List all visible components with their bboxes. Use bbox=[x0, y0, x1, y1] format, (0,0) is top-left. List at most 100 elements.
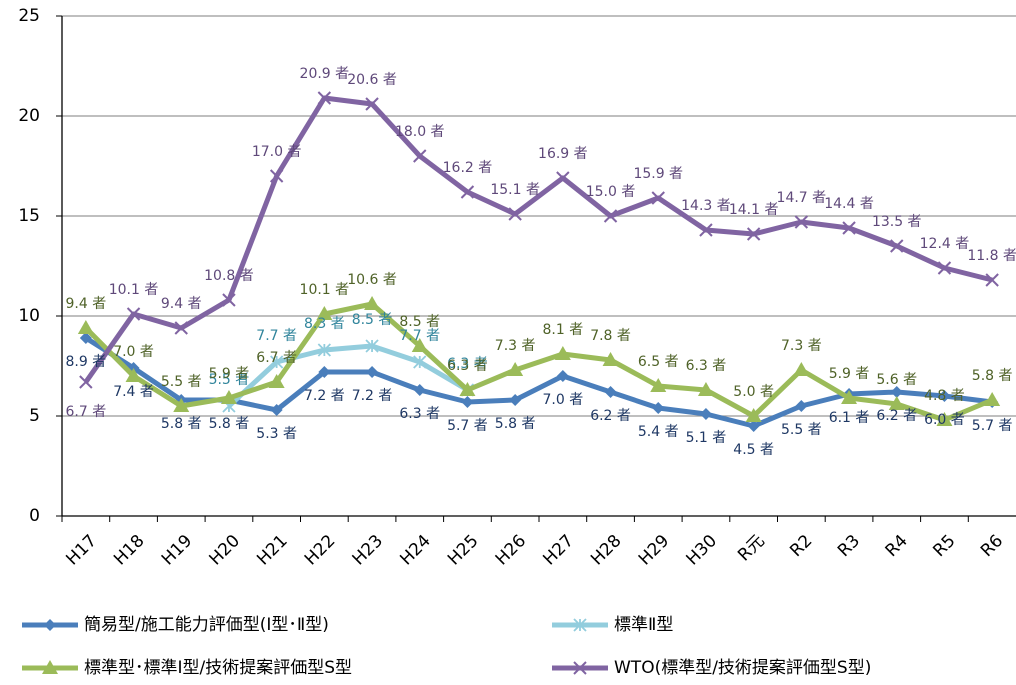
marker bbox=[461, 396, 474, 408]
marker bbox=[794, 215, 809, 229]
x-tick-label: H19 bbox=[158, 531, 196, 569]
marker bbox=[554, 346, 571, 360]
value-label: 14.4 者 bbox=[824, 196, 874, 212]
x-tick-label: H24 bbox=[396, 531, 434, 569]
value-label: 7.0 者 bbox=[542, 392, 583, 408]
marker bbox=[220, 390, 237, 404]
value-label: 8.5 者 bbox=[352, 312, 393, 328]
y-tick-label: 5 bbox=[29, 406, 40, 426]
value-label: 14.1 者 bbox=[729, 202, 779, 218]
marker bbox=[745, 408, 762, 422]
value-label: 5.5 者 bbox=[209, 372, 250, 388]
value-label: 17.0 者 bbox=[252, 144, 302, 160]
marker bbox=[173, 398, 190, 412]
value-label: 16.9 者 bbox=[538, 146, 588, 162]
y-tick-label: 25 bbox=[18, 6, 40, 26]
value-label: 11.8 者 bbox=[967, 248, 1016, 264]
value-label: 20.6 者 bbox=[347, 72, 397, 88]
value-label: 7.4 者 bbox=[113, 384, 154, 400]
y-tick-label: 10 bbox=[18, 306, 40, 326]
value-label: 5.9 者 bbox=[209, 366, 250, 382]
value-label: 7.2 者 bbox=[352, 388, 393, 404]
value-label: 8.9 者 bbox=[65, 354, 106, 370]
marker bbox=[746, 227, 761, 241]
marker bbox=[650, 378, 667, 392]
marker bbox=[938, 390, 951, 402]
x-tick-label: H28 bbox=[587, 531, 625, 569]
x-tick-label: R元 bbox=[734, 531, 769, 566]
legend-marker bbox=[573, 661, 587, 675]
value-label: 7.2 者 bbox=[304, 388, 345, 404]
value-label: 16.2 者 bbox=[443, 160, 493, 176]
x-tick-label: H26 bbox=[492, 531, 530, 569]
x-tick-label: H17 bbox=[62, 531, 100, 569]
marker bbox=[316, 306, 333, 320]
value-label: 6.3 者 bbox=[447, 356, 488, 372]
marker bbox=[937, 261, 952, 275]
value-label: 7.7 者 bbox=[399, 328, 440, 344]
x-tick-label: R3 bbox=[834, 531, 864, 561]
marker bbox=[269, 169, 284, 183]
marker bbox=[79, 332, 92, 344]
marker bbox=[364, 296, 381, 310]
value-label: 8.1 者 bbox=[542, 322, 583, 338]
value-label: 5.3 者 bbox=[256, 426, 297, 442]
marker bbox=[556, 370, 569, 382]
value-label: 6.7 者 bbox=[65, 404, 106, 420]
marker bbox=[459, 382, 476, 396]
marker bbox=[936, 412, 953, 426]
value-label: 18.0 者 bbox=[395, 124, 445, 140]
value-label: 6.3 者 bbox=[399, 406, 440, 422]
value-label: 5.4 者 bbox=[638, 424, 679, 440]
marker bbox=[126, 307, 141, 321]
value-label: 5.6 者 bbox=[876, 372, 917, 388]
y-tick-label: 15 bbox=[18, 206, 40, 226]
marker bbox=[413, 149, 427, 163]
marker bbox=[317, 91, 332, 105]
marker bbox=[508, 207, 522, 221]
marker bbox=[317, 343, 331, 357]
value-label: 12.4 者 bbox=[920, 236, 970, 252]
y-tick-label: 20 bbox=[18, 106, 40, 126]
value-label: 10.8 者 bbox=[204, 268, 254, 284]
value-label: 5.0 者 bbox=[733, 384, 774, 400]
value-label: 6.2 者 bbox=[876, 408, 917, 424]
x-tick-label: H21 bbox=[253, 531, 291, 569]
x-tick-label: H20 bbox=[206, 531, 244, 569]
marker bbox=[365, 97, 379, 111]
value-label: 6.3 者 bbox=[447, 358, 488, 374]
marker bbox=[985, 273, 999, 287]
marker bbox=[841, 390, 858, 404]
marker bbox=[77, 320, 94, 334]
marker bbox=[318, 366, 331, 378]
value-label: 5.7 者 bbox=[447, 418, 488, 434]
marker bbox=[699, 223, 713, 237]
x-tick-label: H22 bbox=[301, 531, 339, 569]
marker bbox=[890, 386, 903, 398]
value-label: 13.5 者 bbox=[872, 214, 922, 230]
marker bbox=[697, 382, 714, 396]
marker bbox=[125, 368, 142, 382]
x-tick-label: H18 bbox=[110, 531, 148, 569]
marker bbox=[602, 352, 619, 366]
legend-marker bbox=[44, 619, 56, 631]
legend-marker bbox=[573, 618, 587, 632]
x-tick-label: H25 bbox=[444, 531, 482, 569]
value-label: 15.1 者 bbox=[490, 182, 540, 198]
marker bbox=[270, 355, 284, 369]
marker bbox=[603, 209, 618, 223]
value-label: 15.9 者 bbox=[633, 166, 683, 182]
value-label: 6.1 者 bbox=[829, 410, 870, 426]
value-label: 14.3 者 bbox=[681, 198, 731, 214]
marker bbox=[365, 339, 379, 353]
marker bbox=[460, 185, 475, 199]
value-label: 6.7 者 bbox=[256, 350, 297, 366]
marker bbox=[793, 362, 810, 376]
marker bbox=[604, 386, 617, 398]
value-label: 7.3 者 bbox=[781, 338, 822, 354]
value-label: 15.0 者 bbox=[586, 184, 636, 200]
value-label: 7.8 者 bbox=[590, 328, 631, 344]
x-tick-label: R6 bbox=[977, 531, 1007, 561]
marker bbox=[413, 355, 427, 369]
x-tick-label: H23 bbox=[349, 531, 387, 569]
